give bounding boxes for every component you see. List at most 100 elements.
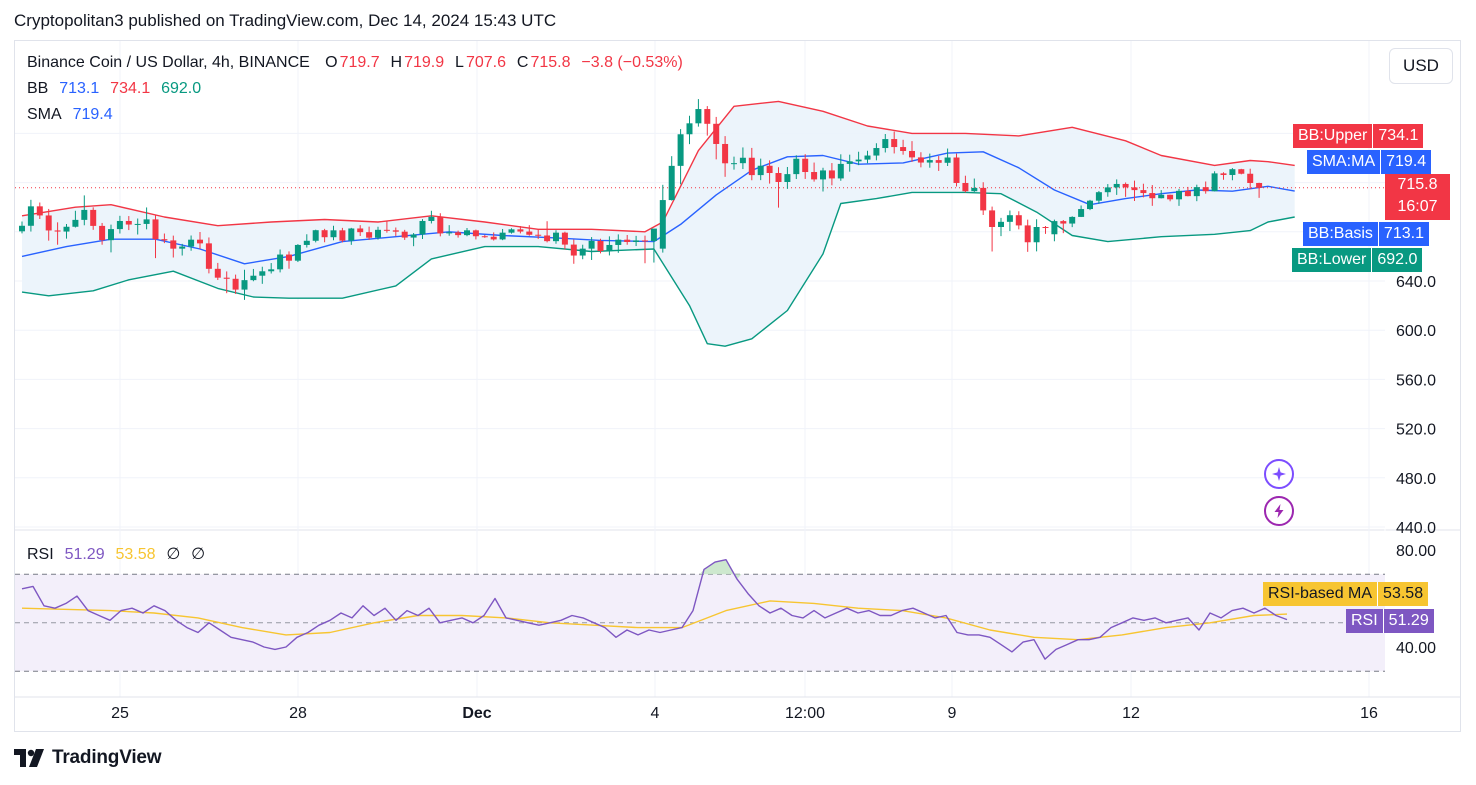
candle <box>286 251 292 269</box>
candle <box>615 234 622 253</box>
candle-body <box>428 216 435 221</box>
candle <box>54 222 61 245</box>
candle <box>383 220 390 233</box>
candle-body <box>1220 173 1227 175</box>
candle-body <box>1247 173 1254 183</box>
candle-body <box>321 230 328 238</box>
candle-body <box>1131 187 1138 191</box>
candle <box>944 148 951 166</box>
symbol-title[interactable]: Binance Coin / US Dollar, 4h, BINANCE <box>27 54 310 71</box>
bb-basis-line <box>21 151 1295 265</box>
candle-body <box>366 232 373 238</box>
sparkle-icon[interactable] <box>1264 459 1294 489</box>
rsi-pane <box>15 559 1385 672</box>
candle <box>446 225 453 236</box>
tradingview-logo[interactable]: TradingView <box>14 747 162 769</box>
candle-body <box>481 236 488 238</box>
candle-body <box>739 157 746 164</box>
candle <box>633 235 640 247</box>
candle <box>561 231 568 250</box>
candle <box>1176 188 1182 206</box>
lightning-icon[interactable] <box>1264 496 1294 526</box>
bb-legend[interactable]: BB 713.1 734.1 692.0 <box>27 80 203 98</box>
candle <box>19 221 25 234</box>
price-tick-label: 640.0 <box>1396 274 1436 291</box>
candle-body <box>535 234 542 236</box>
last-price-tag: 715.8 16:07 <box>1385 174 1450 220</box>
candle <box>757 158 764 181</box>
candle <box>375 226 381 240</box>
candle <box>419 219 426 240</box>
candle <box>1238 168 1245 175</box>
candle <box>1247 168 1254 189</box>
rsi-axis: 80.00 40.00 <box>1396 543 1436 657</box>
candle <box>99 222 106 245</box>
candle <box>1113 179 1120 195</box>
candle-body <box>748 157 755 176</box>
candle <box>27 199 34 232</box>
candle <box>1122 182 1129 197</box>
candle <box>820 167 826 192</box>
high-label: H <box>390 54 403 71</box>
candle-body <box>205 243 212 269</box>
candle <box>695 99 702 127</box>
candle-body <box>108 229 114 241</box>
candle-body <box>855 159 862 162</box>
candle-body <box>277 254 284 270</box>
bb-upper-line <box>21 100 1295 233</box>
candle <box>793 155 800 180</box>
bb-basis-tag: BB:Basis 713.1 <box>1303 222 1429 246</box>
candle <box>882 134 889 153</box>
candle <box>704 106 711 136</box>
candle <box>855 151 862 166</box>
candle-body <box>561 232 568 245</box>
sma-legend[interactable]: SMA 719.4 <box>27 106 115 124</box>
candle <box>1015 211 1022 230</box>
currency-button[interactable]: USD <box>1389 48 1453 84</box>
candle-body <box>917 157 924 163</box>
candle-body <box>330 230 337 238</box>
rsi-legend[interactable]: RSI 51.29 53.58 ∅ ∅ <box>27 544 207 564</box>
candle-body <box>19 225 25 232</box>
candle <box>642 235 648 264</box>
candle <box>339 227 346 243</box>
candle <box>1078 205 1085 218</box>
candle-body <box>909 150 915 158</box>
candle-body <box>339 230 346 241</box>
time-axis: 25 28 Dec 4 12:00 9 12 16 <box>15 696 1460 722</box>
close-label: C <box>516 54 529 71</box>
candle <box>1104 184 1111 197</box>
bb-upper-tag-label: BB:Upper <box>1293 124 1373 148</box>
candle <box>179 243 186 256</box>
candle <box>277 249 284 273</box>
candle <box>303 234 310 248</box>
candle <box>81 195 88 226</box>
candle <box>197 232 203 249</box>
candle-body <box>125 220 132 225</box>
candle-body <box>624 239 631 243</box>
rsi-value: 51.29 <box>64 546 105 563</box>
rsi-line <box>21 559 1288 660</box>
price-tick-label: 440.0 <box>1396 520 1436 537</box>
candle <box>553 230 559 244</box>
candle-body <box>873 148 880 156</box>
rsi-tag-value: 51.29 <box>1382 609 1434 633</box>
candle <box>766 160 773 184</box>
candle <box>464 227 470 237</box>
candle-body <box>989 210 996 228</box>
candle-body <box>731 163 737 165</box>
open-label: O <box>325 54 338 71</box>
candle <box>624 234 631 245</box>
candle <box>232 274 239 294</box>
candle <box>579 244 586 260</box>
candle-body <box>971 187 978 192</box>
publish-line: Cryptopolitan3 published on TradingView.… <box>14 11 557 30</box>
candle-body <box>766 165 773 174</box>
candle-body <box>1229 169 1236 175</box>
candle-body <box>882 139 889 149</box>
candle <box>330 225 337 241</box>
candle <box>428 210 435 224</box>
candle-body <box>1104 187 1111 193</box>
candle-body <box>36 206 43 216</box>
